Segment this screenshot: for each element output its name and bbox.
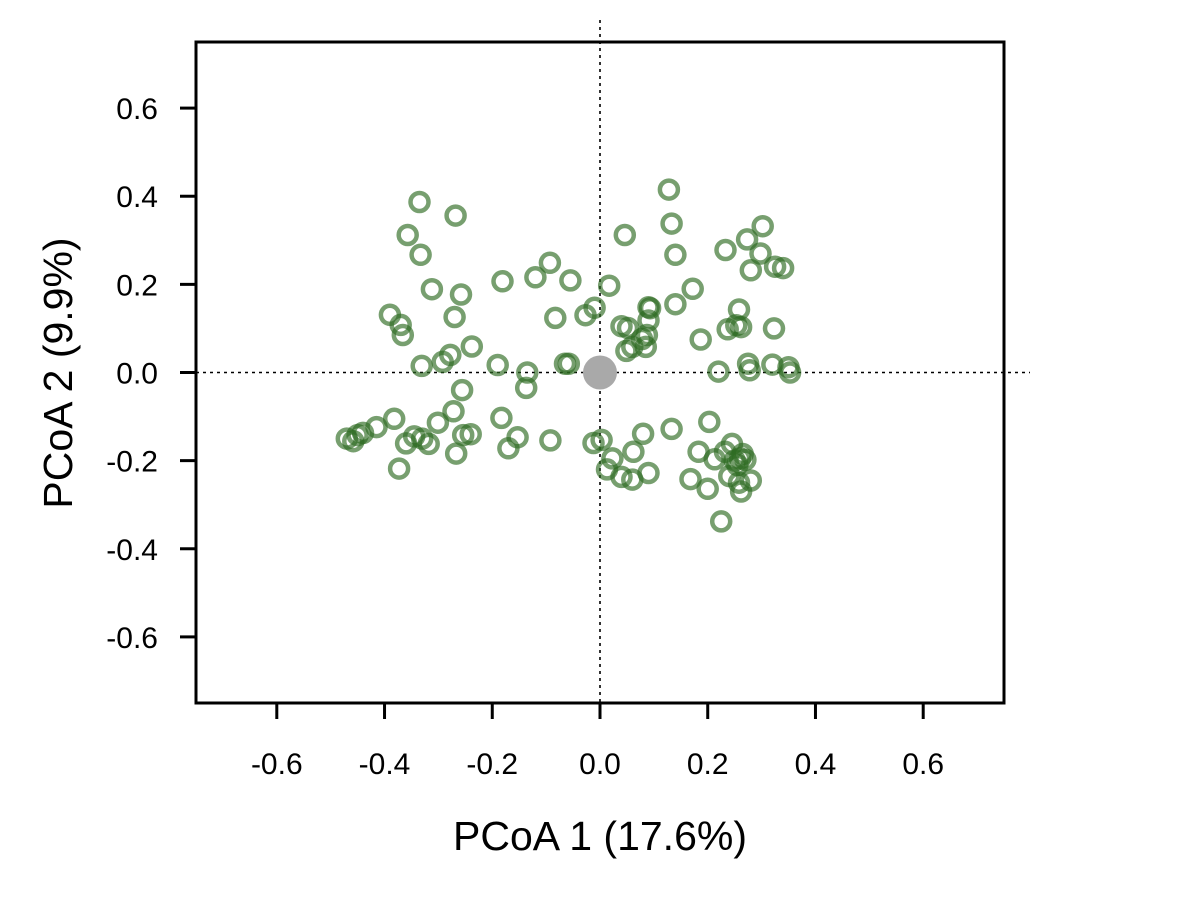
data-point	[681, 277, 704, 301]
data-point	[689, 328, 712, 351]
y-tick-label: 0.0	[116, 358, 158, 391]
y-tick-label: 0.4	[116, 181, 158, 214]
data-point	[637, 461, 660, 485]
data-point	[738, 359, 761, 382]
data-points	[335, 178, 802, 533]
data-point	[707, 360, 730, 383]
data-point	[559, 269, 582, 292]
data-point	[514, 376, 538, 400]
centroid-layer	[583, 355, 617, 390]
data-point	[387, 457, 411, 480]
data-point	[460, 335, 484, 358]
data-point	[539, 429, 562, 452]
x-tick-label: -0.2	[466, 748, 518, 781]
data-point	[459, 422, 482, 446]
data-point	[449, 283, 473, 306]
data-point	[583, 296, 606, 319]
data-point	[408, 190, 431, 214]
data-point	[735, 228, 759, 251]
data-point	[749, 242, 772, 265]
x-tick-label: -0.4	[359, 748, 411, 781]
data-point	[762, 317, 786, 340]
data-point	[382, 407, 406, 431]
data-point	[771, 256, 795, 280]
data-point	[664, 243, 687, 267]
data-point	[538, 251, 562, 275]
data-point	[638, 296, 662, 320]
data-point	[696, 477, 719, 501]
data-point	[660, 417, 683, 441]
data-point	[729, 315, 753, 339]
y-tick-label: -0.2	[106, 446, 158, 479]
data-point	[491, 270, 514, 293]
data-point	[450, 378, 474, 402]
data-point	[486, 353, 509, 377]
data-point	[714, 238, 737, 262]
data-point	[506, 426, 529, 449]
y-axis-title: PCoA 2 (9.9%)	[35, 237, 81, 508]
data-point	[409, 243, 432, 267]
x-tick-label: 0.4	[795, 748, 837, 781]
y-axis-ticks: 0.6 0.4 0.2 0.0 -0.2 -0.4 -0.6	[106, 93, 196, 655]
y-tick-label: 0.2	[116, 269, 158, 302]
x-tick-label: 0.0	[579, 748, 621, 781]
data-point	[751, 214, 774, 238]
data-point	[444, 442, 468, 465]
data-point	[610, 465, 633, 489]
data-point	[442, 400, 465, 423]
data-point	[637, 309, 660, 332]
x-tick-label: 0.6	[902, 748, 944, 781]
data-point	[420, 277, 444, 301]
data-point	[443, 305, 466, 329]
data-point	[389, 313, 412, 337]
data-point	[709, 510, 733, 533]
data-point	[660, 212, 683, 235]
data-point	[601, 447, 624, 470]
data-point	[679, 467, 702, 491]
centroid-point	[583, 355, 617, 390]
y-tick-label: -0.4	[106, 534, 158, 567]
data-point	[490, 406, 513, 430]
data-point	[739, 469, 763, 492]
data-point	[734, 448, 757, 472]
x-axis-ticks: -0.6 -0.4 -0.2 0.0 0.2 0.4 0.6	[251, 703, 944, 781]
data-point	[716, 318, 739, 341]
data-point	[613, 223, 637, 247]
y-tick-label: -0.6	[106, 622, 158, 655]
data-point	[634, 335, 658, 359]
data-point	[698, 410, 721, 434]
x-axis-title: PCoA 1 (17.6%)	[453, 813, 747, 859]
data-point	[396, 223, 419, 247]
x-tick-label: -0.6	[251, 748, 303, 781]
data-point	[417, 432, 440, 456]
data-point	[391, 323, 415, 347]
data-point	[346, 423, 369, 447]
data-point	[426, 411, 450, 434]
data-point	[597, 274, 621, 297]
data-point	[516, 361, 539, 384]
data-point	[778, 361, 802, 384]
data-point	[622, 440, 645, 464]
data-point	[739, 259, 763, 282]
data-point	[557, 352, 581, 375]
data-point	[590, 428, 613, 452]
data-point	[664, 292, 687, 316]
data-point	[524, 266, 547, 289]
x-tick-label: 0.2	[687, 748, 729, 781]
data-point	[657, 178, 681, 201]
data-point	[631, 422, 655, 446]
data-point	[444, 204, 467, 227]
data-point	[544, 306, 567, 330]
data-point	[410, 354, 433, 378]
data-point	[431, 350, 454, 374]
y-tick-label: 0.6	[116, 93, 158, 126]
data-point	[718, 464, 741, 488]
